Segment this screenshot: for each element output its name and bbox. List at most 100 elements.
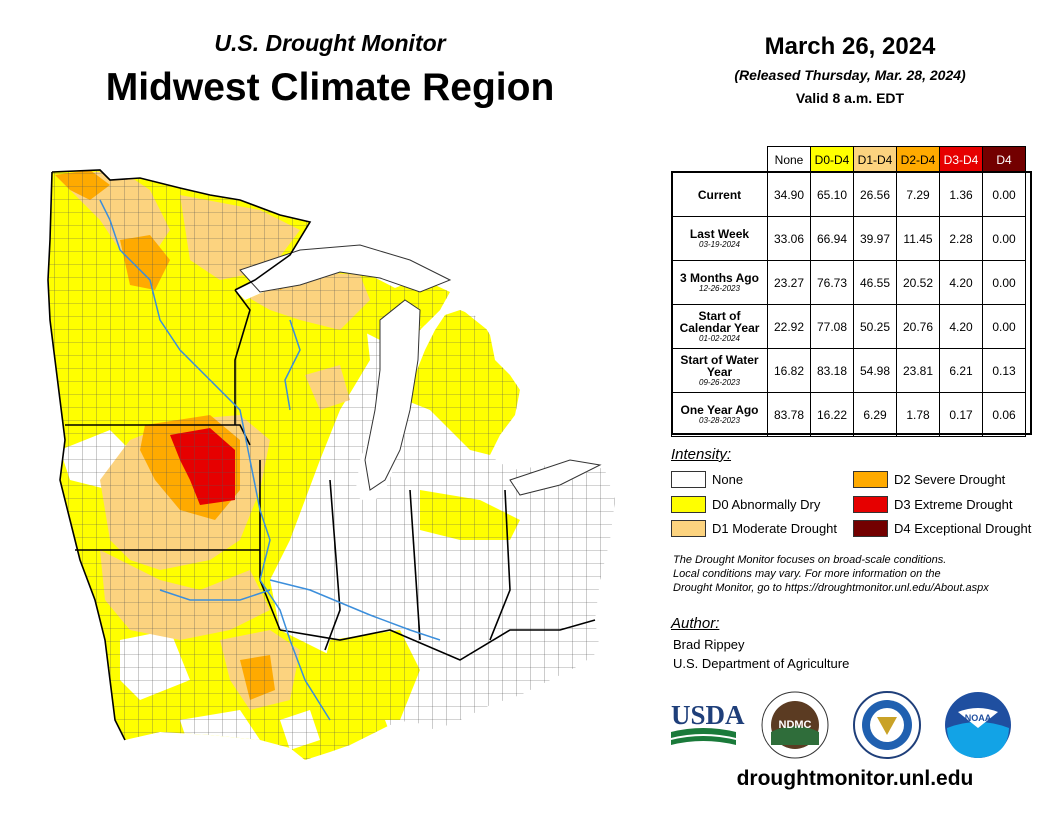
table-cell: 22.92 [767, 304, 811, 349]
legend-item-none: None [671, 471, 743, 488]
row-date: 12-26-2023 [699, 283, 740, 293]
noaa-logo: NOAA [945, 692, 1011, 758]
table-cell: 4.20 [939, 260, 983, 305]
map-subtitle: U.S. Drought Monitor [214, 30, 446, 56]
legend-item-d0: D0 Abnormally Dry [671, 496, 820, 513]
legend-label: D3 Extreme Drought [894, 497, 1013, 512]
legend-item-d4: D4 Exceptional Drought [853, 520, 1031, 537]
table-cell: 16.82 [767, 348, 811, 393]
col-d3-d4: D3-D4 [939, 146, 983, 173]
ndmc-logo-text: NDMC [779, 719, 812, 731]
legend-item-d2: D2 Severe Drought [853, 471, 1005, 488]
table-cell: 23.27 [767, 260, 811, 305]
legend-label: D0 Abnormally Dry [712, 497, 821, 512]
col-none: None [767, 146, 811, 173]
table-cell: 7.29 [896, 172, 940, 217]
table-row: 3 Months Ago 12-26-2023 23.27 76.73 46.55 20.… [671, 260, 1026, 305]
col-d4: D4 [982, 146, 1026, 173]
author-heading: Author: [671, 615, 720, 632]
table-cell: 23.81 [896, 348, 940, 393]
legend-item-d1: D1 Moderate Drought [671, 520, 837, 537]
table-row: Start of Water Year 09-26-2023 16.82 83.18 5… [671, 348, 1026, 393]
table-cell: 0.17 [939, 392, 983, 437]
table-cell: 0.13 [982, 348, 1026, 393]
table-cell: 20.76 [896, 304, 940, 349]
row-label-text: 3 Months Ago [680, 270, 759, 285]
doc-seal-logo [853, 691, 921, 759]
table-cell: 26.56 [853, 172, 897, 217]
col-d2-d4: D2-D4 [896, 146, 940, 173]
table-cell: 1.36 [939, 172, 983, 217]
author-organization: U.S. Department of Agriculture [673, 656, 850, 671]
table-cell: 76.73 [810, 260, 854, 305]
note-line: The Drought Monitor focuses on broad-sca… [673, 554, 947, 566]
noaa-logo-text: NOAA [965, 713, 992, 723]
drought-stats-table: None D0-D4 D1-D4 D2-D4 D3-D4 D4 Current 3… [671, 146, 1026, 437]
release-date: (Released Thursday, Mar. 28, 2024) [734, 67, 966, 83]
author-name: Brad Rippey [673, 637, 745, 652]
table-cell: 33.06 [767, 216, 811, 261]
table-row: Current 34.90 65.10 26.56 7.29 1.36 0.00 [671, 172, 1026, 217]
legend-title: Intensity: [671, 446, 732, 463]
table-cell: 0.00 [982, 172, 1026, 217]
legend-swatch [853, 471, 888, 488]
table-cell: 2.28 [939, 216, 983, 261]
note-line: Local conditions may vary. For more info… [673, 568, 941, 580]
table-cell: 4.20 [939, 304, 983, 349]
row-date: 03-19-2024 [699, 239, 740, 249]
row-date: 01-02-2024 [699, 333, 740, 343]
disclaimer-note: The Drought Monitor focuses on broad-sca… [673, 553, 1053, 595]
table-cell: 50.25 [853, 304, 897, 349]
legend-label: D4 Exceptional Drought [894, 521, 1032, 536]
ndmc-logo: NDMC [761, 691, 829, 759]
legend-label: D2 Severe Drought [894, 472, 1006, 487]
row-label-text: Start of Calendar Year [679, 308, 760, 335]
row-label-text: Start of Water Year [680, 352, 759, 379]
table-cell: 77.08 [810, 304, 854, 349]
website-link[interactable]: droughtmonitor.unl.edu [736, 767, 974, 790]
table-cell: 16.22 [810, 392, 854, 437]
table-cell: 39.97 [853, 216, 897, 261]
row-date: 03-28-2023 [699, 415, 740, 425]
table-cell: 0.00 [982, 260, 1026, 305]
table-cell: 20.52 [896, 260, 940, 305]
legend-swatch [671, 520, 706, 537]
row-label: Current [671, 172, 768, 217]
row-label: 3 Months Ago 12-26-2023 [671, 260, 768, 305]
usda-logo: USDA [671, 700, 745, 745]
table-corner [672, 147, 768, 173]
table-cell: 0.00 [982, 304, 1026, 349]
map-date: March 26, 2024 [764, 33, 936, 60]
table-cell: 0.06 [982, 392, 1026, 437]
row-label: One Year Ago 03-28-2023 [671, 392, 768, 437]
table-cell: 65.10 [810, 172, 854, 217]
table-row: Start of Calendar Year 01-02-2024 22.92 77.… [671, 304, 1026, 349]
legend-swatch [853, 520, 888, 537]
legend-swatch [671, 471, 706, 488]
note-line: Drought Monitor, go to https://droughtmo… [673, 582, 989, 594]
row-date: 09-26-2023 [699, 377, 740, 387]
row-label-text: Current [697, 187, 742, 202]
legend-swatch [853, 496, 888, 513]
row-label: Start of Water Year 09-26-2023 [671, 348, 768, 393]
legend-label: None [712, 472, 744, 487]
table-cell: 6.21 [939, 348, 983, 393]
table-cell: 1.78 [896, 392, 940, 437]
table-cell: 66.94 [810, 216, 854, 261]
row-label-text: Last Week [689, 226, 750, 241]
table-row: One Year Ago 03-28-2023 83.78 16.22 6.29 1.78… [671, 392, 1026, 437]
table-cell: 83.78 [767, 392, 811, 437]
drought-map [47, 169, 615, 760]
usda-logo-text: USDA [671, 700, 745, 730]
table-cell: 34.90 [767, 172, 811, 217]
table-cell: 6.29 [853, 392, 897, 437]
table-cell: 54.98 [853, 348, 897, 393]
legend-item-d3: D3 Extreme Drought [853, 496, 1013, 513]
legend-swatch [671, 496, 706, 513]
table-cell: 83.18 [810, 348, 854, 393]
row-label: Start of Calendar Year 01-02-2024 [671, 304, 768, 349]
row-label-text: One Year Ago [680, 402, 759, 417]
valid-time: Valid 8 a.m. EDT [795, 90, 905, 106]
table-cell: 11.45 [896, 216, 940, 261]
table-cell: 0.00 [982, 216, 1026, 261]
